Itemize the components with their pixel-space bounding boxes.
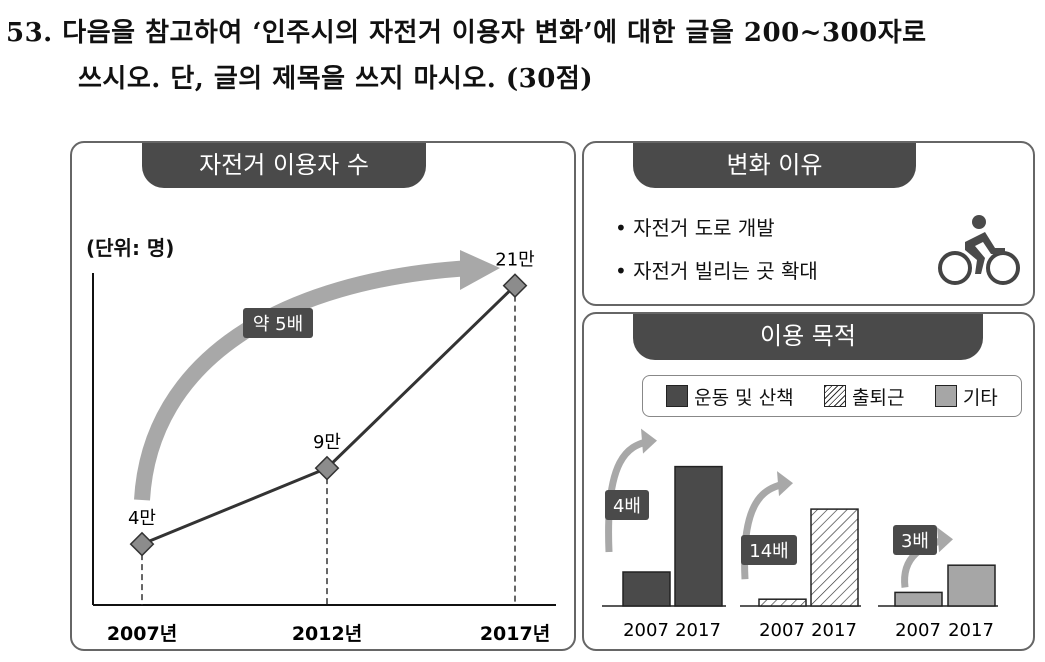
legend-label: 운동 및 산책	[694, 386, 794, 409]
legend-swatch	[666, 385, 689, 407]
question-line-1: 53. 다음을 참고하여 ‘인주시의 자전거 이용자 변화’에 대한 글을 20…	[6, 18, 927, 48]
growth-badge	[605, 490, 649, 520]
growth-badge	[893, 525, 937, 555]
growth-badge	[243, 308, 313, 338]
bar	[894, 591, 943, 607]
x-tick-label: 2007	[759, 620, 805, 641]
data-point	[129, 531, 155, 557]
growth-arrow-head	[641, 428, 657, 454]
legend-item-commute: 출퇴근	[824, 383, 904, 410]
bar	[947, 564, 996, 607]
bicycle-rider-icon	[938, 215, 1020, 285]
bar	[810, 508, 859, 607]
legend-item-other: 기타	[934, 383, 998, 410]
x-tick-label: 2012년	[292, 623, 362, 645]
reasons-title: 변화 이유	[633, 143, 916, 188]
bar	[622, 571, 671, 607]
users-chart-title: 자전거 이용자 수	[142, 143, 426, 188]
x-tick-label: 2007	[895, 620, 941, 641]
growth-badge-text: 4배	[613, 496, 641, 517]
chart-legend: 운동 및 산책 출퇴근 기타	[642, 375, 1022, 417]
x-tick-label: 2007년	[107, 623, 177, 645]
data-point	[314, 455, 340, 481]
x-tick-label: 2017	[675, 620, 721, 641]
legend-swatch	[824, 385, 847, 407]
legend-label: 출퇴근	[852, 386, 905, 409]
unit-label: (단위: 명)	[86, 236, 175, 260]
data-point	[502, 273, 528, 298]
growth-badge-text: 3배	[901, 531, 929, 552]
x-tick-label: 2017	[948, 620, 994, 641]
x-tick-label: 2007	[623, 620, 669, 641]
reason-item: • 자전거 빌리는 곳 확대	[615, 259, 818, 283]
growth-arrow	[605, 438, 648, 553]
question-line-2: 쓰시오. 단, 글의 제목을 쓰지 마시오. (30점)	[78, 64, 594, 94]
x-tick-label: 2017	[811, 620, 857, 641]
legend-label: 기타	[962, 386, 998, 409]
users-chart-panel	[70, 141, 576, 651]
growth-arrow	[134, 260, 471, 501]
x-tick-label: 2017년	[480, 623, 550, 645]
data-label: 9만	[313, 432, 341, 453]
growth-arrow-head	[777, 471, 793, 497]
growth-arrow-head	[460, 250, 500, 290]
reason-item: • 자전거 도로 개발	[615, 216, 775, 240]
data-label: 4만	[128, 508, 156, 529]
legend-swatch	[934, 385, 957, 407]
purpose-chart-title: 이용 목적	[633, 314, 983, 360]
bar	[674, 465, 723, 607]
legend-item-exercise: 운동 및 산책	[666, 383, 794, 410]
growth-badge-text: 14배	[749, 541, 788, 562]
data-label: 21만	[495, 250, 534, 271]
growth-badge	[741, 535, 797, 565]
bar	[758, 598, 807, 607]
growth-badge-text: 약 5배	[253, 314, 303, 335]
growth-arrow-head	[937, 527, 953, 553]
